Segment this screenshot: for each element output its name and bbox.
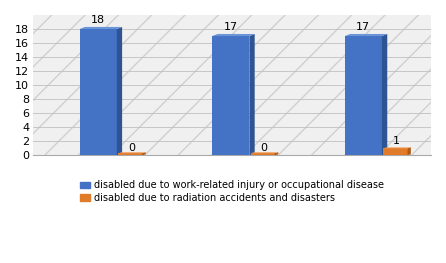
Polygon shape xyxy=(383,147,411,148)
Polygon shape xyxy=(382,34,387,155)
Polygon shape xyxy=(275,152,278,155)
Polygon shape xyxy=(80,29,117,155)
Text: 0: 0 xyxy=(128,143,135,153)
Polygon shape xyxy=(212,36,249,155)
Polygon shape xyxy=(117,27,122,155)
Text: 17: 17 xyxy=(356,22,371,32)
Polygon shape xyxy=(345,36,382,155)
Polygon shape xyxy=(142,152,146,155)
Polygon shape xyxy=(383,148,407,155)
Legend: disabled due to work-related injury or occupational disease, disabled due to rad: disabled due to work-related injury or o… xyxy=(76,176,388,207)
Polygon shape xyxy=(251,152,278,153)
Text: 17: 17 xyxy=(224,22,238,32)
Text: 1: 1 xyxy=(393,136,401,146)
Polygon shape xyxy=(249,34,255,155)
Text: 18: 18 xyxy=(91,15,105,25)
Polygon shape xyxy=(251,153,275,155)
Polygon shape xyxy=(118,152,146,153)
Polygon shape xyxy=(407,147,411,155)
Polygon shape xyxy=(80,27,122,29)
Polygon shape xyxy=(345,34,387,36)
Polygon shape xyxy=(118,153,142,155)
Text: 0: 0 xyxy=(261,143,268,153)
Polygon shape xyxy=(212,34,255,36)
